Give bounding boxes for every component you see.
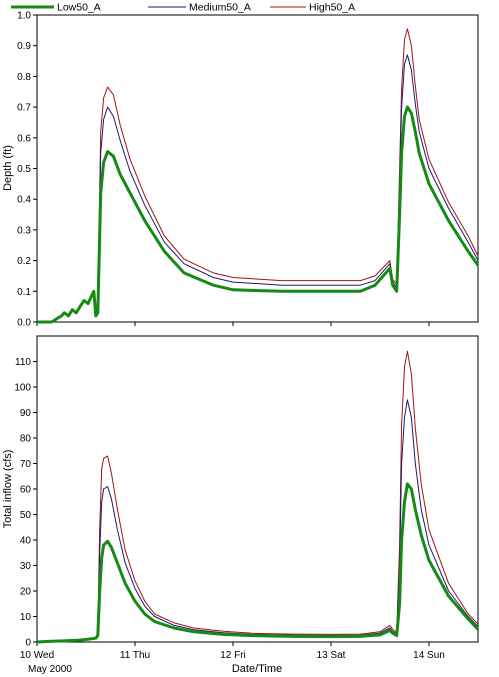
inflow-series-medium50-a	[95, 399, 479, 638]
legend-label-medium50: Medium50_A	[189, 2, 251, 14]
depth-series-group	[37, 28, 480, 324]
inflow-y-tick-label: 0	[25, 638, 31, 649]
inflow-series-high50-a	[95, 350, 479, 638]
legend-label-low50: Low50_A	[57, 2, 101, 14]
depth-y-tick-label: 0.9	[17, 41, 31, 52]
x-tick-label: 14 Sun	[413, 650, 445, 661]
legend: Low50_A Medium50_A High50_A	[11, 2, 355, 14]
depth-panel: 0.0 0.1 0.2 0.3 0.4 0.5 0.6 0.7 0.8 0.9 1.0 Depth …	[2, 11, 480, 329]
inflow-y-tick-label: 80	[20, 434, 32, 445]
inflow-y-tick-label: 70	[20, 459, 32, 470]
inflow-series-low50-a	[36, 482, 480, 644]
inflow-x-axis: 10 Wed 11 Thu 12 Fri 13 Sat 14 Sun	[20, 642, 445, 661]
inflow-series-group	[36, 350, 480, 644]
depth-series-high50-a	[95, 28, 479, 310]
x-axis-sublabel: May 2000	[28, 664, 72, 675]
depth-y-tick-label: 0.8	[17, 72, 31, 83]
inflow-y-tick-label: 100	[14, 383, 31, 394]
depth-y-tick-label: 0.5	[17, 164, 31, 175]
x-tick-label: 11 Thu	[120, 650, 150, 661]
inflow-y-tick-label: 10	[20, 612, 32, 623]
x-axis-title: Date/Time	[232, 663, 282, 675]
depth-y-tick-label: 0.7	[17, 103, 31, 114]
depth-y-tick-label: 0.0	[17, 318, 31, 329]
x-tick-label: 12 Fri	[220, 650, 246, 661]
depth-y-tick-label: 1.0	[17, 11, 31, 22]
inflow-y-tick-label: 110	[15, 357, 31, 368]
inflow-y-tick-label: 20	[20, 587, 32, 598]
depth-series-medium50-a	[95, 54, 479, 314]
inflow-y-tick-label: 50	[20, 510, 32, 521]
depth-y-axis-title: Depth (ft)	[2, 145, 14, 191]
depth-y-tick-label: 0.1	[17, 287, 31, 298]
inflow-panel: 0 10 20 30 40 50 60 70 80 90 100 110 10 Wed 11 Thu 12…	[2, 335, 480, 675]
inflow-y-tick-label: 60	[20, 485, 32, 496]
depth-y-tick-label: 0.6	[17, 133, 31, 144]
depth-y-axis: 0.0 0.1 0.2 0.3 0.4 0.5 0.6 0.7 0.8 0.9 1.0	[17, 11, 37, 329]
depth-series-low50-a	[37, 105, 480, 324]
depth-y-tick-label: 0.4	[17, 195, 31, 206]
depth-y-tick-label: 0.3	[17, 225, 31, 236]
inflow-y-tick-label: 90	[20, 408, 32, 419]
inflow-y-axis-title: Total inflow (cfs)	[2, 450, 14, 529]
inflow-y-tick-label: 40	[20, 536, 32, 547]
x-tick-label: 13 Sat	[317, 650, 346, 661]
depth-y-tick-label: 0.2	[17, 256, 31, 267]
legend-label-high50: High50_A	[309, 2, 355, 14]
x-tick-label: 10 Wed	[20, 650, 54, 661]
depth-x-axis-ticks	[36, 322, 430, 326]
inflow-y-axis: 0 10 20 30 40 50 60 70 80 90 100 110	[14, 357, 37, 649]
inflow-y-tick-label: 30	[20, 561, 32, 572]
